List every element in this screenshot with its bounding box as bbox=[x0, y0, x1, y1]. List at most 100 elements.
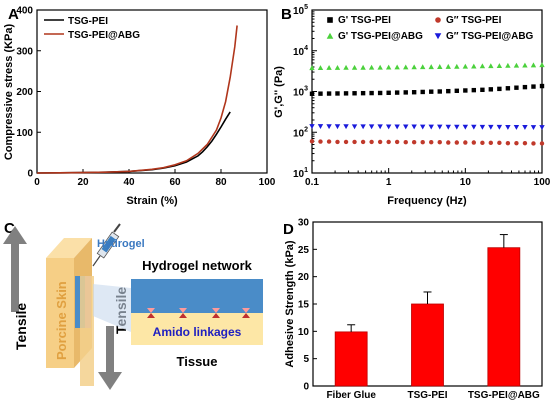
y-tick-label: 10 bbox=[298, 327, 310, 338]
data-point bbox=[352, 139, 357, 145]
amido-marker-icon bbox=[242, 308, 250, 318]
arrow-head-down-icon bbox=[98, 372, 122, 390]
bar bbox=[411, 303, 444, 387]
x-tick-label: 20 bbox=[77, 177, 89, 188]
data-point bbox=[360, 90, 366, 96]
arrow-shaft-down bbox=[106, 326, 114, 374]
y-tick-label: 300 bbox=[16, 46, 33, 57]
data-point bbox=[368, 124, 375, 130]
data-point bbox=[496, 63, 503, 68]
data-point bbox=[480, 140, 485, 146]
data-point bbox=[428, 124, 434, 130]
y-axis-label-d: Adhesive Strength (kPa) bbox=[284, 240, 296, 367]
legend-marker-icon bbox=[434, 33, 442, 40]
data-point bbox=[437, 64, 443, 69]
legend-label-tsg-pei-abg: TSG-PEI@ABG bbox=[68, 30, 140, 41]
data-point bbox=[403, 64, 409, 70]
data-point bbox=[437, 139, 442, 145]
panel-b: B 0.1 1 10 100 101 102 103 104 105 G' TSG-PEI G″… bbox=[273, 4, 550, 207]
axes-a: 0 20 40 60 80 100 0 100 200 300 400 bbox=[16, 6, 275, 189]
data-point bbox=[505, 140, 511, 146]
data-point bbox=[539, 62, 545, 68]
y-tick-label: 100 bbox=[16, 128, 33, 139]
data-point bbox=[335, 139, 340, 145]
y-tick-label: 105 bbox=[293, 4, 308, 17]
bars-d bbox=[334, 234, 521, 387]
data-point bbox=[309, 139, 315, 144]
data-point bbox=[377, 64, 383, 70]
legend-label-gdoubleprime-tsg-pei: G″ TSG-PEI bbox=[446, 15, 502, 26]
amido-marker-icon bbox=[179, 308, 187, 318]
tissue-label: Tissue bbox=[177, 354, 218, 369]
data-point bbox=[326, 139, 332, 144]
data-point bbox=[505, 86, 511, 91]
data-point bbox=[522, 140, 528, 146]
data-point bbox=[462, 63, 469, 69]
amido-marker-icon bbox=[212, 308, 220, 318]
data-point bbox=[385, 64, 392, 70]
bar bbox=[487, 247, 521, 387]
data-point bbox=[428, 64, 434, 70]
y-tick-label: 200 bbox=[16, 87, 33, 98]
category-label: TSG-PEI@ABG bbox=[468, 390, 540, 401]
data-point bbox=[377, 139, 383, 145]
amido-linkages-label: Amido linkages bbox=[153, 325, 242, 339]
data-point bbox=[411, 90, 417, 95]
data-point bbox=[394, 64, 400, 70]
x-axis-label-b: Frequency (Hz) bbox=[387, 195, 467, 207]
data-point bbox=[522, 62, 528, 68]
legend-a: TSG-PEI TSG-PEI@ABG bbox=[44, 16, 140, 41]
panel-label-c: C bbox=[4, 220, 15, 237]
data-point bbox=[411, 124, 417, 130]
data-point bbox=[497, 86, 502, 92]
data-point bbox=[454, 63, 460, 69]
data-point bbox=[462, 124, 469, 130]
data-point bbox=[539, 125, 545, 131]
data-point bbox=[309, 124, 315, 129]
data-point bbox=[335, 91, 340, 96]
data-point bbox=[488, 124, 494, 130]
data-point bbox=[394, 90, 400, 95]
tensile-arrow-up bbox=[3, 226, 27, 312]
data-point bbox=[326, 124, 332, 130]
y-tick-label: 400 bbox=[16, 6, 33, 17]
porcine-skin-label: Porcine Skin bbox=[54, 281, 69, 360]
data-point bbox=[377, 124, 383, 130]
x-axis-label-a: Strain (%) bbox=[126, 195, 178, 207]
data-point bbox=[488, 87, 494, 92]
axes-d: 0 5 10 15 20 25 30 Fiber Glue TSG-PEI TSG-PEI@ABG bbox=[298, 218, 540, 402]
panel-label-a: A bbox=[8, 6, 19, 23]
data-point bbox=[505, 125, 511, 130]
data-point bbox=[420, 139, 425, 145]
data-point bbox=[343, 124, 349, 130]
skin-top-face bbox=[46, 238, 92, 258]
panel-c: C Tensile Porcine Skin Hydrogel bbox=[3, 220, 263, 390]
y-tick-label: 102 bbox=[293, 126, 308, 139]
data-point bbox=[385, 124, 392, 130]
data-point bbox=[317, 124, 324, 129]
lines-a bbox=[36, 25, 238, 174]
y-tick-label: 0 bbox=[303, 382, 309, 393]
data-point bbox=[429, 139, 434, 145]
data-point bbox=[531, 84, 536, 89]
data-point bbox=[334, 64, 341, 70]
y-axis-label-b: G',G'' (Pa) bbox=[273, 66, 285, 118]
data-point bbox=[394, 139, 400, 145]
data-point bbox=[454, 88, 460, 94]
data-point bbox=[429, 89, 434, 94]
data-point bbox=[386, 90, 391, 95]
data-point bbox=[403, 124, 409, 130]
x-tick-label: 0.1 bbox=[305, 177, 319, 188]
data-point bbox=[531, 141, 536, 146]
amido-linkage-markers bbox=[147, 308, 250, 318]
x-tick-label: 40 bbox=[123, 177, 135, 188]
x-tick-label: 1 bbox=[386, 177, 392, 188]
data-point bbox=[360, 124, 366, 130]
data-point bbox=[309, 91, 315, 96]
hydrogel-label: Hydrogel bbox=[97, 238, 145, 250]
data-point bbox=[514, 85, 519, 90]
data-point bbox=[360, 64, 366, 70]
data-point bbox=[496, 124, 503, 130]
panel-a: A 0 20 40 60 80 100 0 100 200 300 400 TSG-PEI TSG-… bbox=[3, 6, 276, 208]
data-point bbox=[326, 64, 332, 70]
